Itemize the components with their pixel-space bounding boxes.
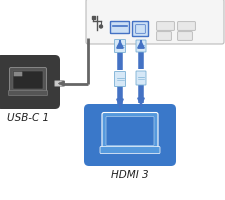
FancyBboxPatch shape	[135, 72, 145, 86]
FancyBboxPatch shape	[9, 68, 46, 93]
Text: HDMI 3: HDMI 3	[111, 169, 148, 179]
FancyBboxPatch shape	[156, 33, 171, 41]
FancyBboxPatch shape	[99, 147, 159, 154]
Circle shape	[99, 26, 102, 29]
FancyBboxPatch shape	[135, 26, 145, 34]
FancyBboxPatch shape	[0, 56, 60, 109]
Text: USB-C 1: USB-C 1	[7, 112, 49, 122]
FancyBboxPatch shape	[156, 23, 173, 31]
FancyBboxPatch shape	[14, 72, 22, 77]
FancyBboxPatch shape	[84, 104, 175, 166]
Bar	[91, 17, 94, 20]
FancyBboxPatch shape	[114, 40, 125, 53]
FancyBboxPatch shape	[114, 72, 125, 87]
FancyBboxPatch shape	[110, 22, 129, 34]
FancyBboxPatch shape	[54, 81, 63, 87]
FancyBboxPatch shape	[177, 23, 194, 31]
FancyBboxPatch shape	[86, 0, 223, 45]
FancyBboxPatch shape	[132, 22, 148, 37]
FancyBboxPatch shape	[135, 41, 145, 53]
FancyBboxPatch shape	[101, 113, 157, 150]
FancyBboxPatch shape	[13, 72, 43, 90]
FancyBboxPatch shape	[9, 91, 47, 96]
FancyBboxPatch shape	[106, 117, 153, 146]
FancyBboxPatch shape	[177, 33, 191, 41]
